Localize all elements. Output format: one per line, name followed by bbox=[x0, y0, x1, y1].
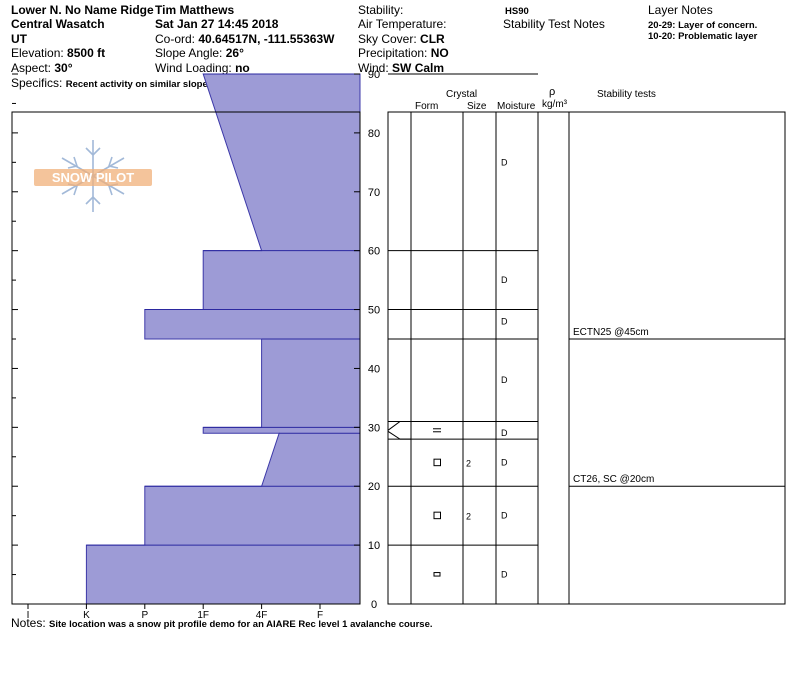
stability-test-label: ECTN25 @45cm bbox=[573, 327, 649, 338]
stability-label: Stability: bbox=[358, 3, 404, 17]
moisture-label: D bbox=[501, 458, 508, 468]
slope-angle: Slope Angle: 26° bbox=[155, 46, 244, 60]
size-header: Size bbox=[467, 101, 487, 112]
grain-size-label: 2 bbox=[466, 512, 471, 522]
moisture-label: D bbox=[501, 316, 508, 326]
moisture-label: D bbox=[501, 157, 508, 167]
hardness-tick-label: 1F bbox=[197, 610, 209, 621]
precipitation: Precipitation: NO bbox=[358, 46, 449, 60]
depth-tick-label: 10 bbox=[368, 540, 380, 552]
stability-tests-header: Stability tests bbox=[597, 89, 656, 100]
elevation: Elevation: 8500 ft bbox=[11, 46, 106, 60]
logo-text: SNOW PILOT bbox=[52, 170, 134, 185]
grain-rounded-icon bbox=[433, 572, 441, 577]
layer-connector bbox=[387, 430, 411, 440]
density-symbol: ρ bbox=[549, 86, 556, 98]
location-name: Lower N. No Name Ridge bbox=[11, 3, 154, 17]
depth-tick-label: 20 bbox=[368, 481, 380, 493]
depth-tick-label: 0 bbox=[371, 599, 377, 611]
depth-tick-label: 80 bbox=[368, 128, 380, 140]
aspect: Aspect: 30° bbox=[11, 61, 73, 75]
notes: Notes: Site location was a snow pit prof… bbox=[11, 616, 433, 630]
depth-tick-label: 90 bbox=[368, 69, 380, 81]
observer-name: Tim Matthews bbox=[155, 3, 235, 17]
moisture-label: D bbox=[501, 511, 508, 521]
layer-table-frame bbox=[387, 111, 786, 605]
snow-height: HS90 bbox=[505, 6, 529, 17]
moisture-header: Moisture bbox=[497, 101, 536, 112]
hardness-tick-label: K bbox=[83, 610, 90, 621]
mountain-range: Central Wasatch bbox=[11, 17, 105, 31]
form-header: Form bbox=[415, 101, 439, 112]
hardness-tick-label: F bbox=[317, 610, 323, 621]
layer-note-1: 20-29: Layer of concern. bbox=[648, 20, 758, 31]
depth-tick-label: 40 bbox=[368, 363, 380, 375]
density-unit: kg/m³ bbox=[542, 99, 567, 110]
hardness-tick-label: I bbox=[27, 610, 30, 621]
wind: Wind: SW Calm bbox=[358, 61, 445, 75]
air-temperature-label: Air Temperature: bbox=[358, 17, 447, 31]
depth-tick-label: 60 bbox=[368, 246, 380, 258]
depth-tick-label: 50 bbox=[368, 305, 380, 317]
wind-loading: Wind Loading: no bbox=[155, 61, 250, 75]
sky-cover: Sky Cover: CLR bbox=[358, 32, 445, 46]
state: UT bbox=[11, 32, 27, 46]
profile-frame bbox=[11, 111, 361, 605]
hardness-tick-label: P bbox=[141, 610, 148, 621]
grain-square-icon bbox=[433, 458, 441, 467]
moisture-label: D bbox=[501, 275, 508, 285]
layer-notes-title: Layer Notes bbox=[648, 3, 713, 17]
hardness-tick-label: 4F bbox=[256, 610, 268, 621]
depth-tick-label: 30 bbox=[368, 422, 380, 434]
stability-test-notes-title: Stability Test Notes bbox=[503, 17, 605, 31]
coordinates: Co-ord: 40.64517N, -111.55363W bbox=[155, 32, 335, 46]
observation-datetime: Sat Jan 27 14:45 2018 bbox=[155, 17, 279, 31]
moisture-label: D bbox=[501, 570, 508, 580]
moisture-label: D bbox=[501, 428, 508, 438]
moisture-label: D bbox=[501, 375, 508, 385]
specifics: Specifics: Recent activity on similar sl… bbox=[11, 76, 214, 90]
depth-tick-label: 70 bbox=[368, 187, 380, 199]
grain-size-label: 2 bbox=[466, 459, 471, 469]
layer-note-2: 10-20: Problematic layer bbox=[648, 31, 758, 42]
crystal-header: Crystal bbox=[446, 89, 478, 100]
snowpilot-logo: SNOW PILOT bbox=[34, 140, 152, 212]
layer-connector bbox=[387, 420, 411, 431]
grain-square-icon bbox=[433, 511, 441, 520]
stability-test-label: CT26, SC @20cm bbox=[573, 474, 654, 485]
